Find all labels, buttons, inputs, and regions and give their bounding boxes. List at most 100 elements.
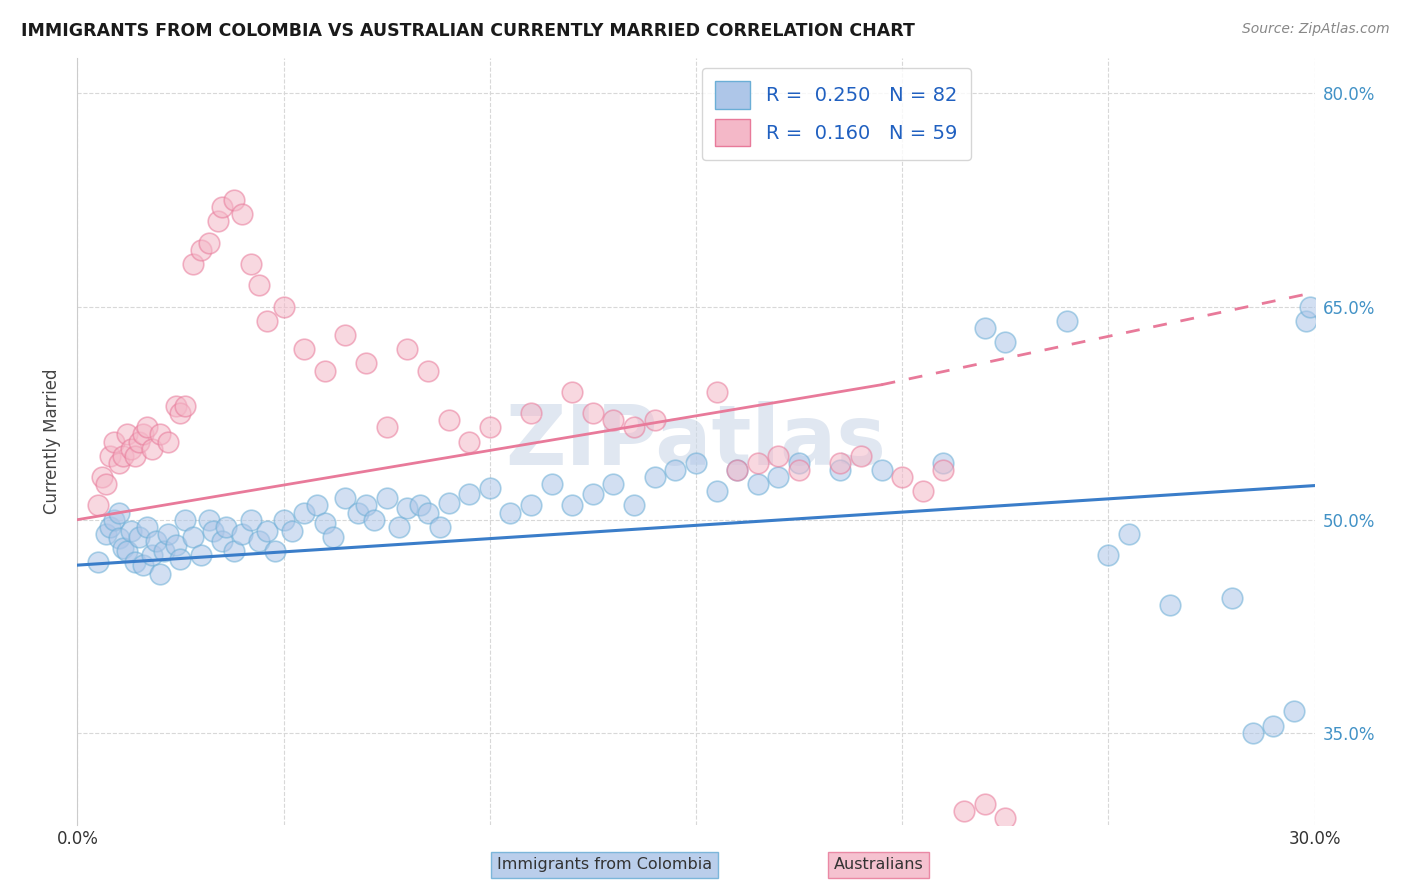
Point: [408, 499, 430, 513]
Point: [173, 399, 195, 413]
Point: [136, 420, 159, 434]
Point: [157, 434, 180, 449]
Point: [644, 470, 666, 484]
Point: [107, 506, 129, 520]
Point: [891, 470, 914, 484]
Point: [973, 797, 995, 811]
Point: [222, 193, 245, 207]
Point: [124, 555, 146, 569]
Point: [314, 363, 336, 377]
Point: [132, 558, 155, 573]
Point: [354, 499, 377, 513]
Point: [173, 513, 195, 527]
Point: [1056, 314, 1078, 328]
Point: [273, 300, 295, 314]
Point: [190, 548, 212, 562]
Point: [281, 524, 304, 538]
Point: [375, 491, 398, 506]
Point: [207, 214, 229, 228]
Point: [396, 342, 419, 356]
Point: [520, 499, 543, 513]
Point: [1263, 719, 1285, 733]
Point: [561, 384, 583, 399]
Point: [211, 200, 233, 214]
Point: [994, 335, 1017, 350]
Point: [153, 544, 176, 558]
Point: [202, 524, 225, 538]
Point: [1118, 527, 1140, 541]
Point: [602, 413, 624, 427]
Point: [375, 420, 398, 434]
Legend: R =  0.250   N = 82, R =  0.160   N = 59: R = 0.250 N = 82, R = 0.160 N = 59: [702, 68, 970, 160]
Point: [141, 548, 163, 562]
Point: [768, 470, 790, 484]
Point: [149, 427, 172, 442]
Point: [1159, 598, 1181, 612]
Point: [264, 544, 287, 558]
Point: [98, 449, 121, 463]
Point: [115, 427, 138, 442]
Point: [256, 314, 278, 328]
Point: [623, 499, 645, 513]
Point: [128, 434, 150, 449]
Point: [314, 516, 336, 530]
Point: [215, 520, 238, 534]
Point: [305, 499, 328, 513]
Text: Australians: Australians: [834, 857, 924, 872]
Point: [136, 520, 159, 534]
Point: [346, 506, 368, 520]
Point: [145, 533, 167, 548]
Point: [363, 513, 385, 527]
Point: [478, 482, 501, 496]
Point: [111, 449, 134, 463]
Point: [416, 506, 439, 520]
Point: [478, 420, 501, 434]
Point: [561, 499, 583, 513]
Point: [1220, 591, 1243, 605]
Point: [458, 487, 481, 501]
Point: [132, 427, 155, 442]
Point: [644, 413, 666, 427]
Point: [870, 463, 893, 477]
Point: [98, 520, 121, 534]
Point: [256, 524, 278, 538]
Point: [103, 434, 125, 449]
Point: [396, 501, 419, 516]
Point: [149, 566, 172, 581]
Point: [115, 544, 138, 558]
Point: [1295, 314, 1317, 328]
Point: [247, 278, 270, 293]
Point: [169, 552, 191, 566]
Point: [1097, 548, 1119, 562]
Point: [87, 555, 110, 569]
Point: [239, 513, 262, 527]
Point: [96, 527, 118, 541]
Point: [211, 533, 233, 548]
Point: [437, 495, 460, 509]
Point: [685, 456, 707, 470]
Point: [181, 530, 204, 544]
Point: [830, 463, 852, 477]
Point: [231, 207, 253, 221]
Point: [973, 321, 995, 335]
Point: [247, 533, 270, 548]
Point: [953, 804, 976, 818]
Point: [165, 399, 187, 413]
Point: [292, 342, 315, 356]
Point: [582, 406, 605, 420]
Point: [354, 356, 377, 370]
Point: [124, 449, 146, 463]
Text: Source: ZipAtlas.com: Source: ZipAtlas.com: [1241, 22, 1389, 37]
Point: [787, 456, 810, 470]
Text: IMMIGRANTS FROM COLOMBIA VS AUSTRALIAN CURRENTLY MARRIED CORRELATION CHART: IMMIGRANTS FROM COLOMBIA VS AUSTRALIAN C…: [21, 22, 915, 40]
Point: [1241, 725, 1264, 739]
Point: [335, 491, 357, 506]
Point: [198, 513, 221, 527]
Point: [540, 477, 562, 491]
Text: Immigrants from Colombia: Immigrants from Colombia: [496, 857, 713, 872]
Point: [169, 406, 191, 420]
Point: [141, 442, 163, 456]
Point: [87, 499, 110, 513]
Point: [725, 463, 748, 477]
Point: [437, 413, 460, 427]
